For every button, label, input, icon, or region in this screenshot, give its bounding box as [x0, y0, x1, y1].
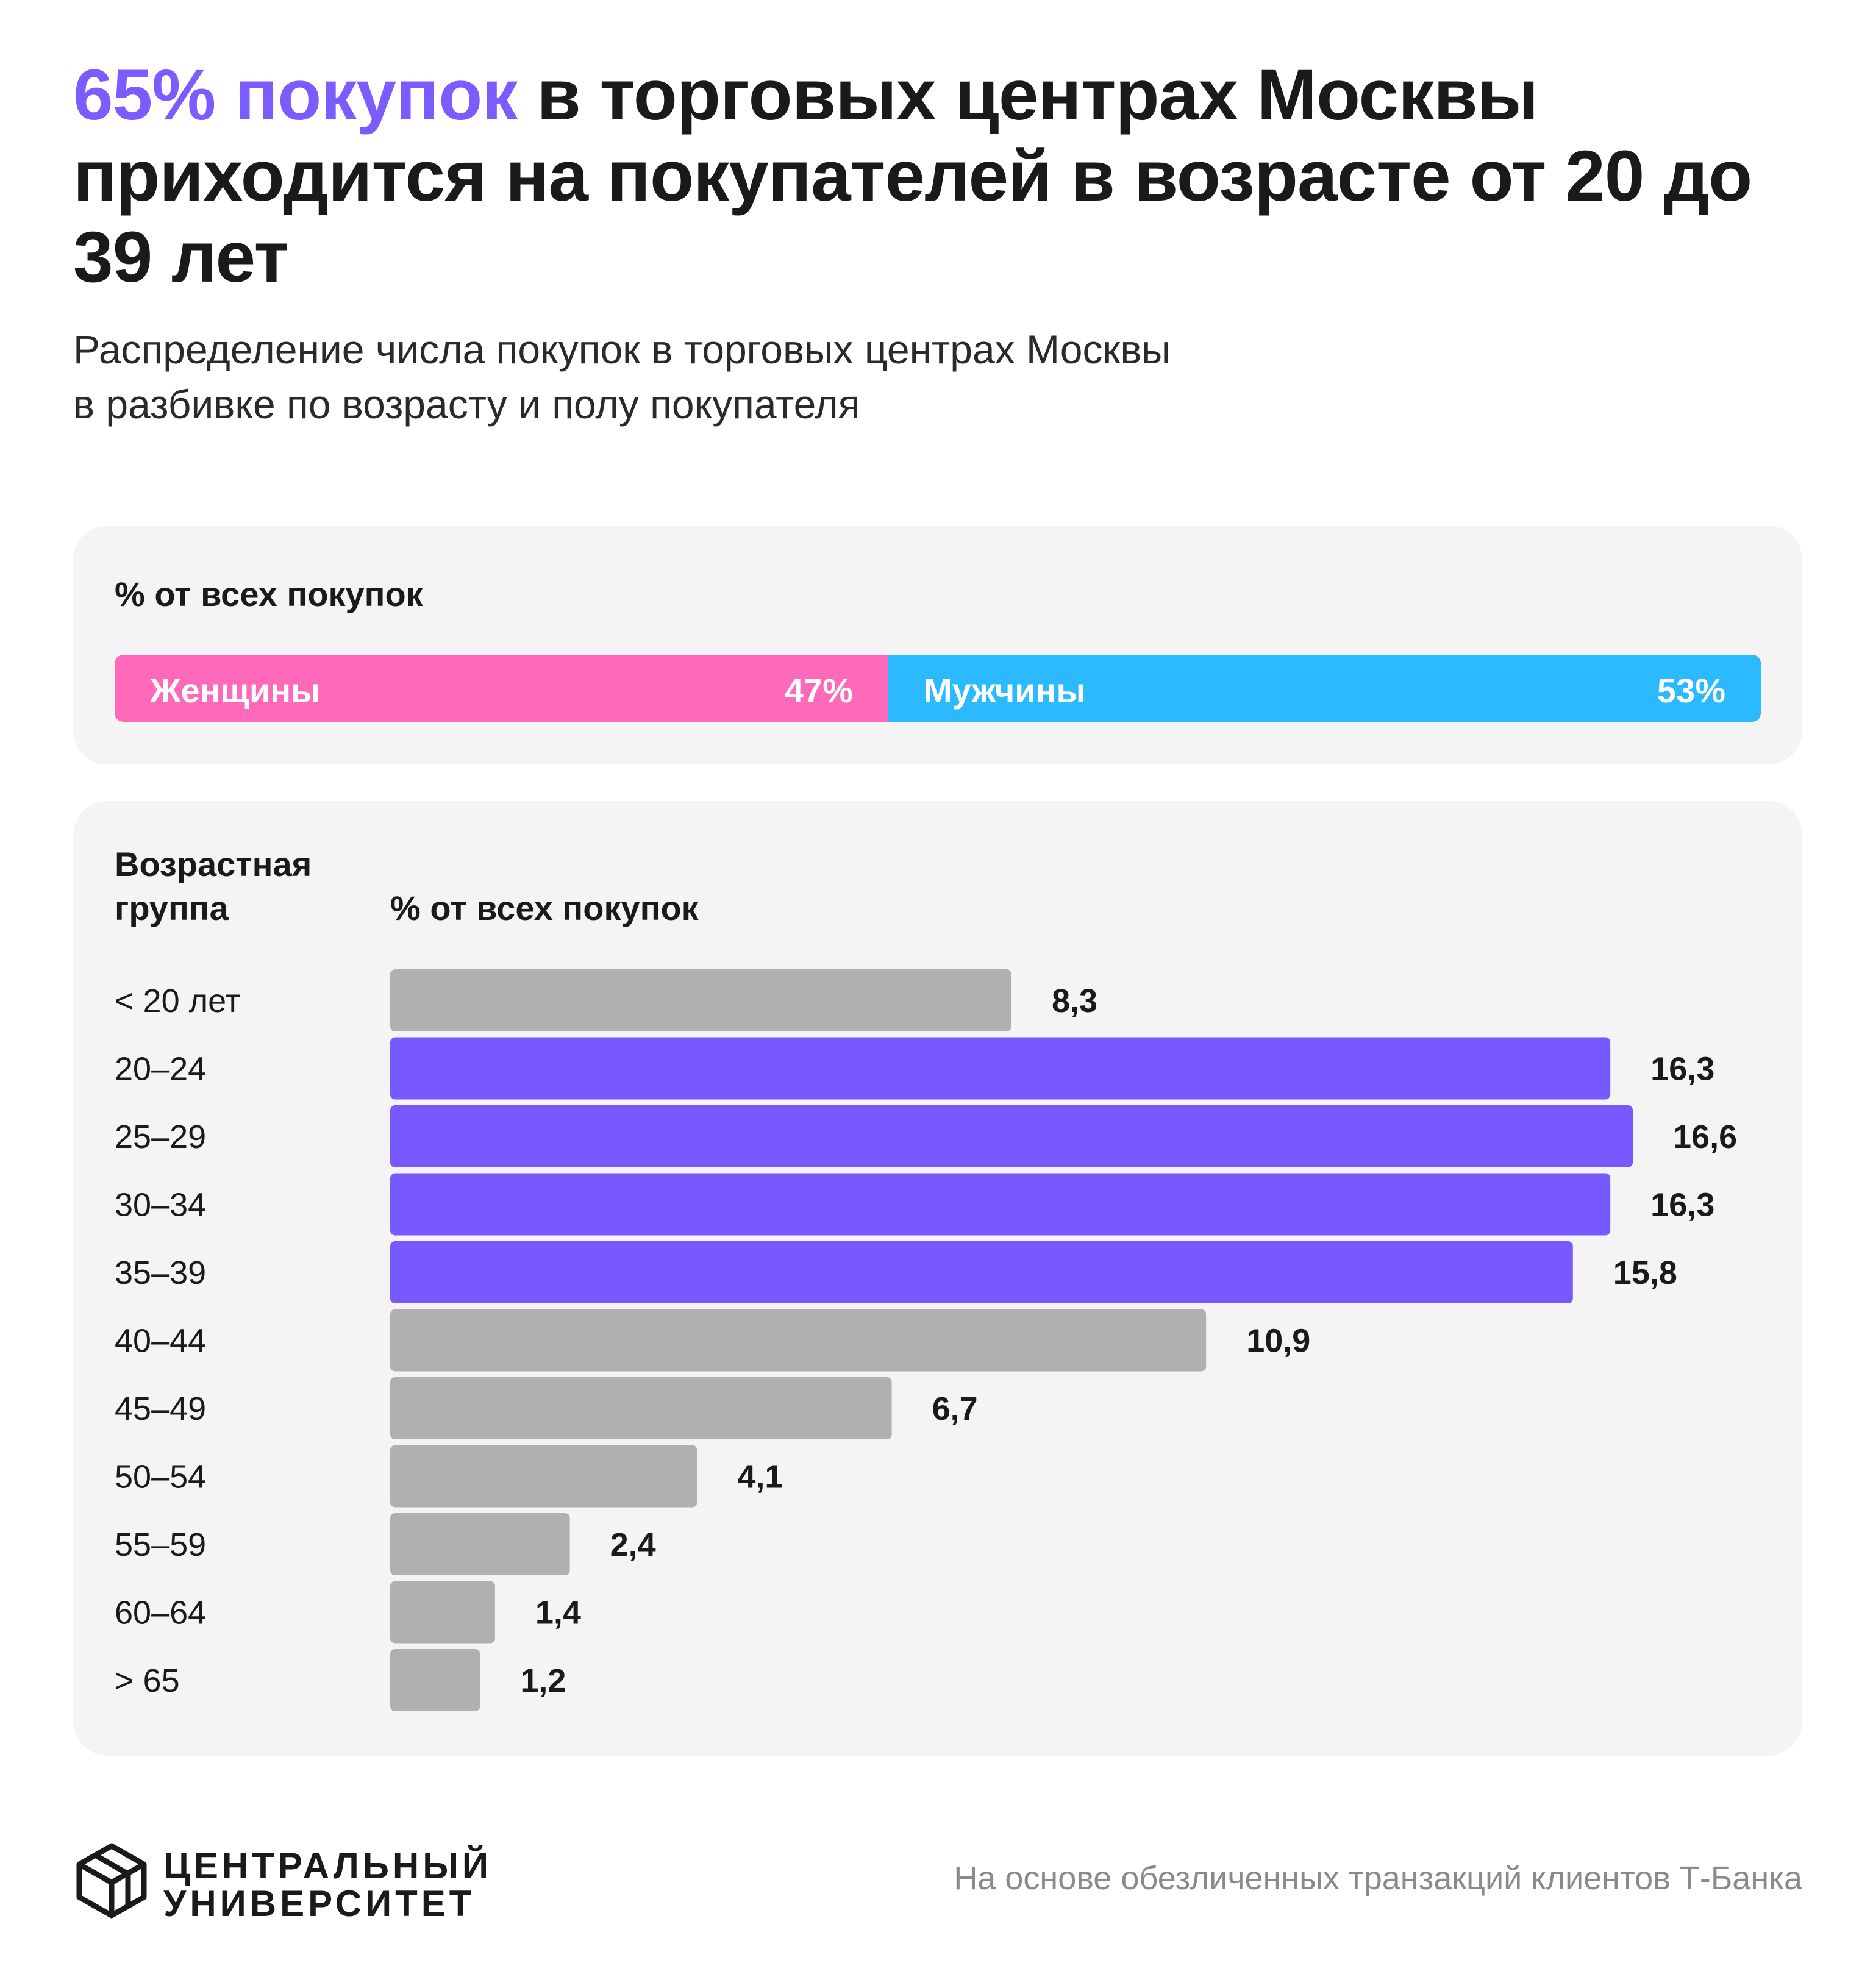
- age-bar-value-label: 2,4: [610, 1527, 656, 1563]
- age-bar: [390, 1173, 1611, 1236]
- age-bar-value-label: 15,8: [1613, 1255, 1677, 1291]
- women-segment: Женщины 47%: [115, 655, 888, 722]
- logo-wordmark: ЦЕНТРАЛЬНЫЙ УНИВЕРСИТЕТ: [163, 1847, 492, 1923]
- age-category-label: 25–29: [115, 1119, 206, 1155]
- women-percent: 47%: [784, 671, 853, 710]
- women-label: Женщины: [150, 671, 320, 710]
- men-label: Мужчины: [924, 671, 1086, 710]
- age-bar: [390, 1649, 480, 1711]
- age-bar: [390, 1309, 1207, 1372]
- logo-line-1: ЦЕНТРАЛЬНЫЙ: [163, 1845, 493, 1886]
- headline: 65% покупок в торговых центрах Москвы пр…: [73, 55, 1780, 298]
- age-category-label: 20–24: [115, 1051, 206, 1088]
- age-bar-chart: < 20 лет 8,3 20–24 16,3 25–29 16,6 30–34 16,3 35…: [115, 969, 1737, 1711]
- age-category-label: < 20 лет: [115, 983, 240, 1019]
- source-note: На основе обезличенных транзакций клиент…: [954, 1860, 1802, 1897]
- percent-header: % от всех покупок: [390, 889, 699, 927]
- age-bar-value-label: 16,6: [1673, 1119, 1737, 1155]
- gender-split-bar: Женщины 47% Мужчины 53%: [115, 655, 1761, 722]
- age-category-label: 40–44: [115, 1323, 206, 1359]
- age-bar-value-label: 1,2: [520, 1662, 566, 1699]
- age-bar-value-label: 8,3: [1052, 983, 1097, 1019]
- logo-mark-icon: [76, 1843, 147, 1919]
- subtitle-line-2: в разбивке по возрасту и полу покупателя: [73, 382, 860, 427]
- age-group-header-line-1: Возрастная: [115, 845, 312, 883]
- age-card: Возрастная группа % от всех покупок < 20…: [73, 801, 1802, 1756]
- age-category-label: 50–54: [115, 1459, 206, 1495]
- age-bar-value-label: 1,4: [535, 1595, 581, 1631]
- age-bar: [390, 1377, 892, 1439]
- age-bar: [390, 1105, 1633, 1167]
- headline-accent: 65% покупок: [73, 55, 518, 135]
- logo: ЦЕНТРАЛЬНЫЙ УНИВЕРСИТЕТ: [72, 1841, 499, 1926]
- age-bar-value-label: 10,9: [1246, 1323, 1310, 1359]
- gender-card-title: % от всех покупок: [115, 575, 423, 613]
- age-bar: [390, 1037, 1611, 1100]
- age-bar: [390, 969, 1011, 1031]
- men-percent: 53%: [1657, 671, 1725, 710]
- age-category-label: > 65: [115, 1662, 180, 1699]
- age-group-header-line-2: группа: [115, 889, 229, 927]
- age-bar: [390, 1241, 1573, 1303]
- age-bar-value-label: 16,3: [1650, 1187, 1714, 1224]
- men-segment: Мужчины 53%: [888, 655, 1761, 722]
- age-bar-value-label: 16,3: [1650, 1051, 1714, 1088]
- age-bar: [390, 1513, 570, 1575]
- headline-rest: в торговых центрах Москвы приходится на …: [73, 55, 1752, 297]
- age-bar: [390, 1445, 697, 1508]
- age-group-header: Возрастная группа: [115, 843, 312, 930]
- subtitle: Распределение числа покупок в торговых ц…: [73, 322, 1658, 432]
- logo-line-2: УНИВЕРСИТЕТ: [163, 1883, 476, 1924]
- subtitle-line-1: Распределение числа покупок в торговых ц…: [73, 327, 1171, 372]
- age-bar: [390, 1581, 495, 1644]
- age-bar-value-label: 4,1: [737, 1459, 783, 1495]
- age-category-label: 35–39: [115, 1255, 206, 1291]
- age-category-label: 55–59: [115, 1527, 206, 1563]
- age-category-label: 30–34: [115, 1187, 206, 1224]
- gender-card: % от всех покупок Женщины 47% Мужчины 53…: [73, 526, 1802, 764]
- age-category-label: 60–64: [115, 1595, 206, 1631]
- age-category-label: 45–49: [115, 1391, 206, 1427]
- age-bar-value-label: 6,7: [932, 1391, 978, 1427]
